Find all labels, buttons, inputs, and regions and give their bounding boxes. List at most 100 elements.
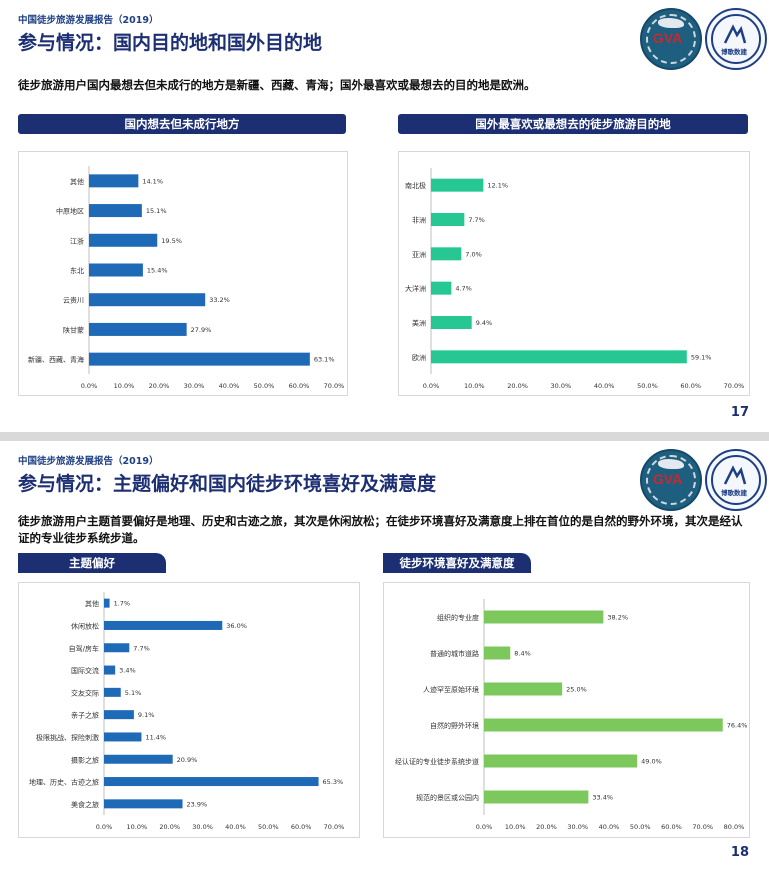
tick-label: 30.0% (184, 382, 205, 390)
bar (484, 646, 511, 660)
tick-label: 60.0% (661, 823, 682, 831)
tick-label: 30.0% (551, 382, 572, 390)
tick-label: 30.0% (567, 823, 588, 831)
data-label: 33.2% (209, 296, 230, 304)
bar (89, 293, 206, 307)
tick-label: 70.0% (692, 823, 713, 831)
category-label: 其他 (85, 599, 99, 608)
category-label: 普通的城市道路 (430, 649, 479, 658)
domestic-bar-chart: 其他 14.1% 中原地区 15.1% 江浙 19.5% 东北 15.4% 云贵川 33.2% 陕甘… (28, 166, 344, 390)
data-label: 5.1% (125, 689, 142, 697)
bar (104, 643, 130, 653)
environment-chart: 组织的专业度 38.2% 普通的城市道路 8.4% 人迹罕至原始环境 25.0% 自然的野外… (383, 582, 750, 838)
bar (104, 732, 142, 742)
category-label: 大洋洲 (405, 284, 426, 293)
tick-label: 40.0% (599, 823, 620, 831)
category-label: 地理、历史、古迹之旅 (29, 778, 99, 787)
category-label: 中原地区 (56, 207, 84, 216)
tick-label: 40.0% (594, 382, 615, 390)
category-label: 欧洲 (412, 353, 426, 362)
tick-label: 0.0% (81, 382, 98, 390)
data-label: 8.4% (514, 650, 531, 658)
tick-label: 40.0% (219, 382, 240, 390)
bogedata-logo: 博歌数建 (705, 8, 767, 70)
category-label: 美食之旅 (71, 800, 99, 809)
page-number: 17 (730, 405, 749, 420)
data-label: 15.4% (147, 267, 168, 275)
map-icon (658, 459, 684, 469)
data-label: 7.0% (465, 250, 482, 258)
category-label: 亲子之旅 (71, 711, 99, 720)
category-label: 美洲 (412, 319, 426, 328)
bar (484, 790, 589, 804)
data-label: 25.0% (566, 686, 587, 694)
bar (484, 682, 563, 696)
data-label: 7.7% (468, 216, 485, 224)
bogedata-logo-text: 博歌数建 (721, 489, 747, 497)
bar (104, 710, 134, 720)
category-label: 非洲 (412, 216, 426, 225)
bar (89, 233, 158, 247)
tick-label: 20.0% (159, 823, 180, 831)
bar (89, 174, 139, 188)
category-label: 休闲放松 (71, 621, 99, 630)
theme-bar-chart: 其他 1.7% 休闲放松 36.0% 自驾/房车 7.7% 国际交流 3.4% 交友交际 5.1%… (29, 592, 344, 831)
tick-label: 10.0% (464, 382, 485, 390)
data-label: 15.1% (146, 207, 167, 215)
data-label: 49.0% (641, 758, 662, 766)
slide-title: 参与情况：国内目的地和国外目的地 (18, 32, 323, 54)
category-label: 新疆、西藏、青海 (28, 355, 84, 364)
data-label: 20.9% (177, 756, 198, 764)
report-title: 中国徒步旅游发展报告（2019） (18, 456, 159, 467)
category-label: 经认证的专业徒步系统步道 (395, 757, 479, 766)
tick-label: 10.0% (505, 823, 526, 831)
tick-label: 0.0% (423, 382, 440, 390)
bar (89, 322, 187, 336)
category-label: 江浙 (70, 236, 84, 245)
bar (431, 316, 472, 329)
hiker-icon (723, 24, 747, 44)
tick-label: 80.0% (724, 823, 745, 831)
tick-label: 20.0% (149, 382, 170, 390)
bar (104, 777, 319, 787)
bar (484, 754, 638, 768)
gva-logo: GVA (640, 449, 702, 511)
tick-label: 30.0% (192, 823, 213, 831)
category-label: 陕甘蒙 (63, 325, 84, 334)
data-label: 76.4% (727, 722, 748, 730)
tick-label: 60.0% (289, 382, 310, 390)
report-title: 中国徒步旅游发展报告（2019） (18, 15, 159, 26)
tick-label: 0.0% (96, 823, 113, 831)
bar (89, 352, 310, 366)
data-label: 12.1% (487, 182, 508, 190)
data-label: 38.2% (607, 614, 628, 622)
slide-17: 中国徒步旅游发展报告（2019） 参与情况：国内目的地和国外目的地 GVA 博歌… (0, 0, 769, 432)
bar (484, 718, 723, 732)
foreign-bar-chart: 南北极 12.1% 非洲 7.7% 亚洲 7.0% 大洋洲 4.7% 美洲 9.4% 欧洲 59.1%… (405, 168, 744, 390)
category-label: 规范的景区或公园内 (416, 793, 479, 802)
tick-label: 10.0% (114, 382, 135, 390)
bar (104, 754, 173, 764)
data-label: 36.0% (226, 622, 247, 630)
gva-logo: GVA (640, 8, 702, 70)
foreign-chart: 南北极 12.1% 非洲 7.7% 亚洲 7.0% 大洋洲 4.7% 美洲 9.4% 欧洲 59.1%… (398, 151, 750, 396)
data-label: 14.1% (142, 177, 163, 185)
category-label: 人迹罕至原始环境 (423, 685, 479, 694)
map-icon (658, 18, 684, 28)
chart-header-foreign: 国外最喜欢或最想去的徒步旅游目的地 (398, 114, 748, 134)
tick-label: 20.0% (536, 823, 557, 831)
tick-label: 50.0% (254, 382, 275, 390)
logo-ring (646, 14, 696, 64)
environment-bar-chart: 组织的专业度 38.2% 普通的城市道路 8.4% 人迹罕至原始环境 25.0% 自然的野外… (395, 599, 748, 831)
tick-label: 60.0% (680, 382, 701, 390)
tick-label: 50.0% (258, 823, 279, 831)
data-label: 4.7% (455, 285, 472, 293)
bar (104, 799, 183, 809)
gva-logo-text: GVA (653, 30, 683, 46)
category-label: 交友交际 (71, 688, 99, 697)
gva-logo-text: GVA (653, 471, 683, 487)
bar (484, 610, 604, 624)
tick-label: 10.0% (127, 823, 148, 831)
bar (431, 281, 452, 295)
category-label: 南北极 (405, 181, 426, 190)
